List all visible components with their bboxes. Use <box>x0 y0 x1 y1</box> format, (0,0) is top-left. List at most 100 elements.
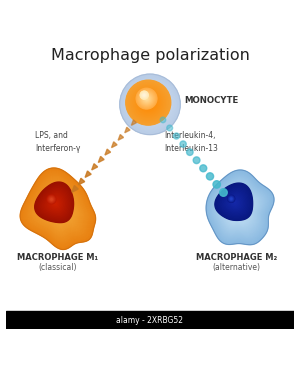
Circle shape <box>136 90 160 115</box>
Polygon shape <box>41 190 75 227</box>
Circle shape <box>124 78 176 131</box>
Text: MONOCYTE: MONOCYTE <box>184 95 239 105</box>
Polygon shape <box>72 185 78 192</box>
Circle shape <box>48 196 55 202</box>
Circle shape <box>143 97 154 108</box>
Polygon shape <box>47 195 63 211</box>
Polygon shape <box>234 205 239 211</box>
Circle shape <box>140 91 154 106</box>
Polygon shape <box>228 196 242 209</box>
Circle shape <box>228 196 234 202</box>
Circle shape <box>139 93 158 112</box>
Polygon shape <box>222 190 247 215</box>
Polygon shape <box>230 198 240 208</box>
Polygon shape <box>56 206 60 210</box>
Circle shape <box>51 199 52 200</box>
Circle shape <box>51 199 52 200</box>
Circle shape <box>126 81 170 125</box>
Circle shape <box>140 94 157 111</box>
Circle shape <box>144 96 149 101</box>
Circle shape <box>141 93 152 104</box>
Circle shape <box>137 91 163 117</box>
Polygon shape <box>41 189 68 217</box>
Circle shape <box>229 196 234 201</box>
Circle shape <box>130 85 166 121</box>
Circle shape <box>127 81 173 128</box>
Circle shape <box>144 98 153 107</box>
Polygon shape <box>44 191 66 214</box>
Circle shape <box>229 196 233 201</box>
Polygon shape <box>40 189 76 228</box>
Polygon shape <box>46 194 63 212</box>
Circle shape <box>143 94 145 96</box>
Text: MACROPHAGE M₂: MACROPHAGE M₂ <box>196 253 277 262</box>
Polygon shape <box>230 198 239 207</box>
Polygon shape <box>50 200 65 216</box>
Polygon shape <box>221 189 255 226</box>
Circle shape <box>229 197 233 201</box>
Polygon shape <box>42 191 74 226</box>
Polygon shape <box>47 197 68 219</box>
Circle shape <box>140 95 156 111</box>
Polygon shape <box>215 183 253 221</box>
Circle shape <box>167 125 172 131</box>
Circle shape <box>140 92 153 105</box>
Polygon shape <box>125 127 130 133</box>
Polygon shape <box>227 195 242 210</box>
Circle shape <box>131 86 165 120</box>
Circle shape <box>136 90 164 119</box>
Circle shape <box>230 198 232 200</box>
Polygon shape <box>208 173 271 242</box>
Circle shape <box>160 117 166 123</box>
Polygon shape <box>221 189 247 215</box>
Polygon shape <box>118 135 124 140</box>
Polygon shape <box>230 201 244 215</box>
Polygon shape <box>25 173 91 244</box>
Polygon shape <box>57 207 59 209</box>
Circle shape <box>145 97 148 100</box>
Circle shape <box>121 75 179 133</box>
Polygon shape <box>225 194 250 222</box>
Circle shape <box>138 90 155 107</box>
Circle shape <box>142 96 158 113</box>
Circle shape <box>128 83 169 123</box>
Circle shape <box>220 189 227 196</box>
Polygon shape <box>228 196 241 209</box>
Polygon shape <box>42 190 67 216</box>
Polygon shape <box>228 198 247 218</box>
Polygon shape <box>35 184 80 233</box>
Text: Interleukin-4,
Interleukin-13: Interleukin-4, Interleukin-13 <box>164 131 218 152</box>
Circle shape <box>140 94 160 115</box>
Circle shape <box>206 173 214 180</box>
Text: (classical): (classical) <box>39 263 77 272</box>
Circle shape <box>137 91 160 114</box>
Polygon shape <box>50 199 66 217</box>
Circle shape <box>134 88 162 117</box>
Circle shape <box>121 75 179 134</box>
Polygon shape <box>216 184 252 220</box>
Polygon shape <box>212 178 266 238</box>
Text: Macrophage polarization: Macrophage polarization <box>51 48 249 63</box>
Circle shape <box>126 80 174 128</box>
Polygon shape <box>46 196 69 221</box>
Polygon shape <box>208 172 272 243</box>
Circle shape <box>136 91 160 114</box>
Circle shape <box>140 91 148 99</box>
Polygon shape <box>43 191 66 215</box>
Polygon shape <box>131 120 136 125</box>
Polygon shape <box>51 199 60 208</box>
Polygon shape <box>92 164 98 170</box>
Circle shape <box>131 85 169 123</box>
Polygon shape <box>231 199 238 206</box>
Circle shape <box>143 95 150 102</box>
Circle shape <box>144 96 149 101</box>
Polygon shape <box>212 177 267 238</box>
Polygon shape <box>49 197 61 209</box>
Polygon shape <box>234 202 236 204</box>
Circle shape <box>51 199 52 200</box>
Circle shape <box>143 94 145 97</box>
Circle shape <box>131 85 166 120</box>
Circle shape <box>141 95 156 110</box>
Circle shape <box>230 197 233 201</box>
Circle shape <box>145 97 148 101</box>
